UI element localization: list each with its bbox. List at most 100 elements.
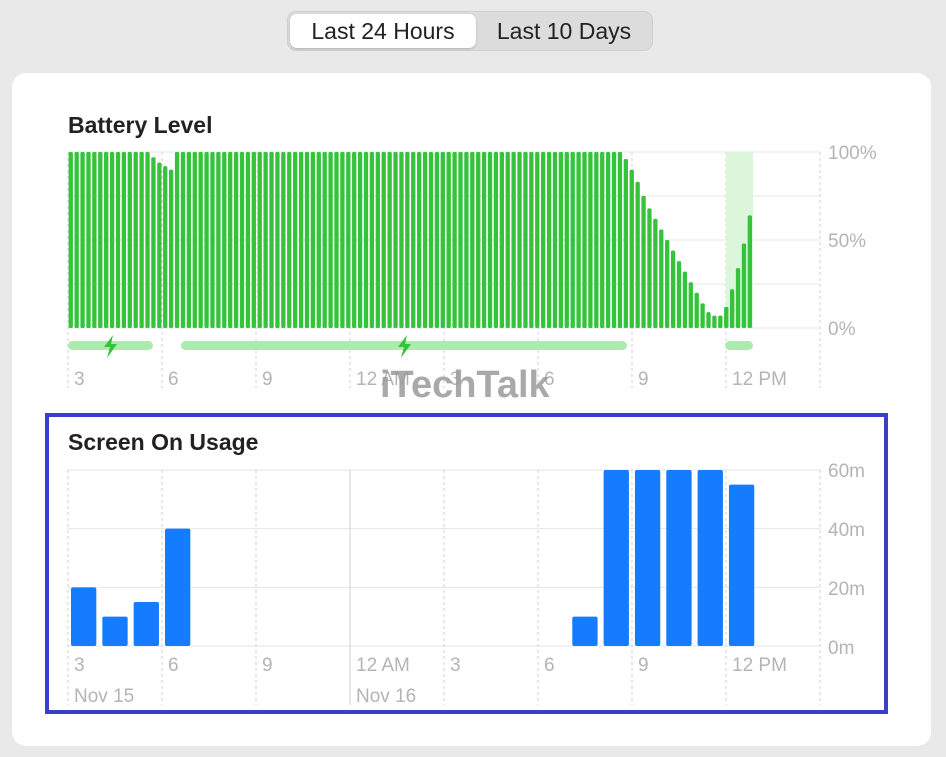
battery-bar — [458, 152, 463, 328]
battery-bar — [523, 152, 528, 328]
battery-bar — [80, 152, 85, 328]
battery-bar — [452, 152, 457, 328]
battery-bar — [541, 152, 546, 328]
battery-bar — [735, 268, 741, 328]
battery-bar — [352, 152, 357, 328]
battery-bar — [375, 152, 380, 328]
usage-x-tick: 3 — [450, 655, 461, 676]
battery-bar — [281, 152, 286, 328]
battery-bar — [747, 215, 752, 328]
battery-bar — [712, 315, 717, 328]
battery-bar — [133, 152, 138, 328]
battery-bar — [659, 229, 664, 328]
battery-bar — [464, 152, 469, 328]
battery-bar — [304, 152, 310, 328]
battery-bar — [564, 152, 569, 328]
battery-bar — [168, 169, 174, 328]
usage-bar — [71, 587, 97, 646]
battery-bar — [298, 152, 304, 328]
battery-bar — [269, 152, 274, 328]
tab-last-24-hours[interactable]: Last 24 Hours — [290, 14, 476, 48]
battery-bar — [428, 152, 434, 328]
usage-bar — [102, 616, 128, 646]
battery-y-tick: 100% — [828, 143, 877, 164]
usage-x-tick: 3 — [74, 655, 85, 676]
battery-bar — [470, 152, 475, 328]
battery-bar — [145, 152, 150, 328]
charging-bolt-icon — [104, 335, 117, 358]
tab-last-10-days[interactable]: Last 10 Days — [496, 18, 632, 44]
battery-bar — [700, 303, 705, 328]
battery-bar — [741, 243, 747, 328]
battery-bar — [322, 152, 327, 328]
usage-date-label: Nov 16 — [356, 686, 416, 707]
battery-bar — [688, 282, 693, 328]
charging-bolt-icon — [398, 335, 411, 358]
battery-bar — [570, 152, 575, 328]
battery-bar — [157, 162, 162, 328]
battery-bar — [163, 166, 168, 328]
battery-bar — [405, 152, 410, 328]
battery-bar — [346, 152, 351, 328]
battery-bar — [399, 152, 404, 328]
battery-x-tick: 3 — [74, 369, 85, 390]
battery-bar — [582, 152, 587, 328]
battery-bar — [68, 152, 73, 328]
usage-x-tick: 9 — [262, 655, 273, 676]
battery-bar — [186, 152, 192, 328]
battery-bar — [629, 169, 634, 328]
usage-bars — [71, 470, 755, 646]
usage-bar — [133, 602, 159, 646]
usage-y-tick: 0m — [828, 638, 854, 659]
battery-bar — [233, 152, 239, 328]
battery-bar — [476, 152, 481, 328]
battery-bar — [517, 152, 522, 328]
battery-bar — [694, 292, 699, 328]
battery-x-tick: 12 AM — [356, 369, 410, 390]
battery-bar — [617, 152, 623, 328]
usage-grid — [67, 469, 821, 705]
usage-bar — [572, 616, 598, 646]
battery-bar — [310, 152, 316, 328]
battery-y-tick: 0% — [828, 319, 856, 340]
battery-bar — [198, 152, 203, 328]
battery-bar — [257, 152, 262, 328]
usage-x-tick: 12 PM — [732, 655, 787, 676]
battery-x-tick: 9 — [262, 369, 273, 390]
battery-bar — [109, 152, 115, 328]
battery-bar — [174, 152, 180, 328]
battery-bar — [293, 152, 298, 328]
battery-chart-title: Battery Level — [68, 112, 213, 138]
time-range-segmented-control: Last 24 Hours Last 10 Days — [287, 11, 653, 51]
battery-bar — [357, 152, 363, 328]
battery-bars — [68, 152, 752, 328]
battery-bar — [670, 250, 676, 328]
usage-bar — [666, 470, 692, 646]
battery-bar — [98, 152, 103, 328]
battery-bar — [653, 218, 658, 328]
usage-bar — [634, 470, 661, 646]
battery-bar — [718, 315, 723, 328]
usage-date-label: Nov 15 — [74, 686, 134, 707]
battery-bar — [74, 152, 79, 328]
battery-bar — [263, 152, 268, 328]
battery-bar — [228, 152, 233, 328]
usage-y-tick: 40m — [828, 520, 865, 541]
battery-bar — [481, 152, 487, 328]
battery-bar — [511, 152, 516, 328]
battery-bar — [605, 152, 611, 328]
battery-bar — [192, 152, 197, 328]
battery-bar — [393, 152, 398, 328]
battery-bar — [92, 152, 97, 328]
battery-bar — [588, 152, 593, 328]
battery-bar — [328, 152, 333, 328]
usage-bar — [728, 484, 755, 646]
battery-bar — [724, 306, 729, 328]
battery-bar — [529, 152, 534, 328]
usage-x-tick: 9 — [638, 655, 649, 676]
battery-bar — [576, 152, 581, 328]
battery-bar — [552, 152, 558, 328]
battery-x-tick: 9 — [638, 369, 649, 390]
battery-bar — [139, 152, 144, 328]
battery-bar — [387, 152, 392, 328]
